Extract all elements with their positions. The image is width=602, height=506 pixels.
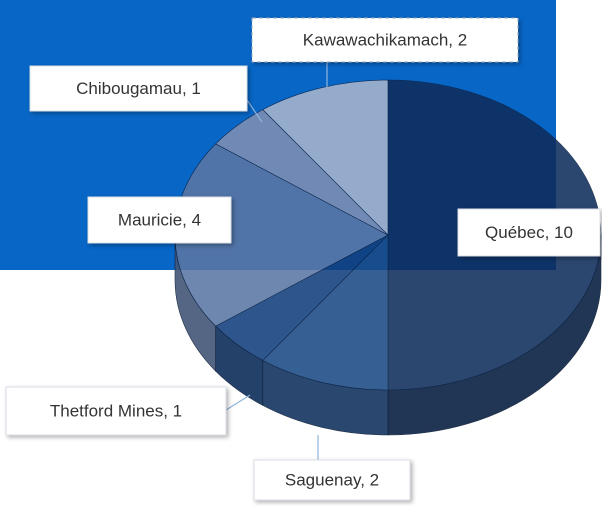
data-label: Kawawachikamach, 2	[303, 30, 467, 49]
leader-line	[225, 394, 251, 411]
slice	[262, 79, 389, 236]
data-label: Chibougamau, 1	[76, 79, 201, 98]
label-box	[457, 208, 601, 257]
data-label: Saguenay, 2	[285, 470, 379, 489]
label-box	[87, 196, 232, 244]
slice	[262, 234, 389, 391]
label-box	[251, 17, 519, 63]
label-box	[29, 65, 248, 112]
label-box	[253, 459, 411, 501]
leader-line	[246, 99, 263, 123]
label-box	[5, 386, 227, 436]
data-label: Mauricie, 4	[118, 210, 201, 229]
data-label: Thetford Mines, 1	[50, 401, 182, 420]
data-label: Québec, 10	[485, 223, 573, 242]
